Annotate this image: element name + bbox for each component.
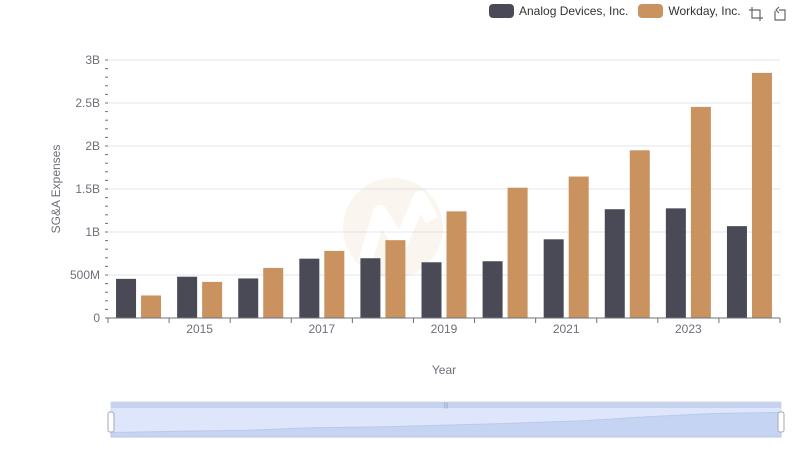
y-tick-label: 500M [70,268,100,282]
x-tick-label: 2023 [675,322,702,336]
bar-analog-devices-2015[interactable] [177,276,198,318]
x-tick-label: 2019 [431,322,458,336]
y-minor-ticks [105,59,108,319]
data-zoom-right-handle[interactable] [777,411,785,433]
bar-workday-2021[interactable] [568,176,589,318]
legend-item-workday[interactable]: Workday, Inc. [638,4,741,18]
y-tick-label: 2B [85,139,100,153]
data-zoom-left-handle[interactable] [107,411,115,433]
bar-workday-2017[interactable] [324,250,345,318]
data-zoom-top-bar[interactable] [111,402,781,408]
bar-workday-2023[interactable] [690,106,711,319]
zoom-icon[interactable] [748,6,764,22]
legend-label-analog-devices: Analog Devices, Inc. [519,4,629,18]
bar-analog-devices-2023[interactable] [665,208,686,318]
bar-analog-devices-2020[interactable] [482,261,503,318]
bar-analog-devices-2016[interactable] [238,278,259,318]
bar-workday-2019[interactable] [446,211,467,318]
bar-analog-devices-2018[interactable] [360,258,381,318]
data-zoom-slider[interactable]: ||| [107,401,785,438]
legend-swatch-workday [638,4,664,18]
x-tick-label: 2021 [553,322,580,336]
y-axis-labels: 0 500M 1B 1.5B 2B 2.5B 3B [70,53,100,325]
bar-workday-2018[interactable] [385,240,406,318]
x-tick-label: 2015 [186,322,213,336]
y-tick-label: 2.5B [75,96,100,110]
legend: Analog Devices, Inc. Workday, Inc. [489,4,751,18]
bar-analog-devices-2017[interactable] [299,258,320,318]
bar-analog-devices-2019[interactable] [421,262,442,318]
x-axis-title: Year [432,363,456,377]
x-tick-label: 2017 [308,322,335,336]
bar-analog-devices-2022[interactable] [604,209,625,318]
data-zoom-preview-area [110,411,782,438]
x-axis-ticks [107,318,781,323]
y-tick-label: 3B [85,53,100,67]
bar-workday-2020[interactable] [507,187,528,318]
bar-workday-2014[interactable] [141,295,162,318]
y-axis-title: SG&A Expenses [49,145,63,234]
bar-analog-devices-2024[interactable] [726,226,747,318]
bar-workday-2024[interactable] [751,72,772,319]
y-tick-label: 1B [85,225,100,239]
x-axis-labels: 2015 2017 2019 2021 2023 [186,322,702,336]
legend-label-workday: Workday, Inc. [668,4,741,18]
bar-analog-devices-2021[interactable] [543,239,564,318]
y-tick-label: 0 [93,311,100,325]
restore-icon[interactable] [772,6,788,22]
bars [116,72,772,319]
toolbox [748,6,788,22]
data-zoom-grip-icon[interactable]: ||| [444,403,449,409]
bar-workday-2015[interactable] [202,281,223,318]
y-tick-label: 1.5B [75,182,100,196]
bar-analog-devices-2014[interactable] [116,278,137,318]
bar-workday-2022[interactable] [629,150,650,318]
bar-workday-2016[interactable] [263,267,284,318]
legend-swatch-analog-devices [489,4,514,18]
legend-item-analog-devices[interactable]: Analog Devices, Inc. [489,4,628,18]
